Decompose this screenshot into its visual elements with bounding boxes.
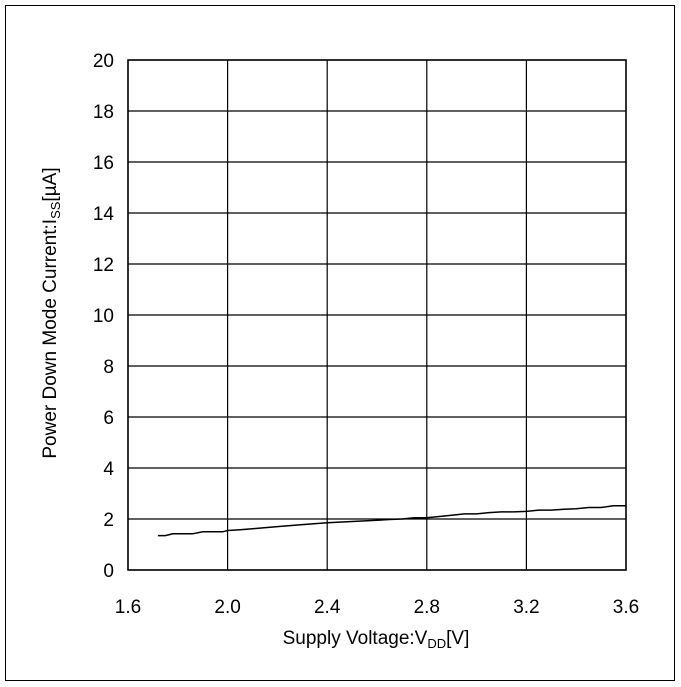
plot-area-border <box>127 59 627 571</box>
y-tick-label: 20 <box>93 51 114 72</box>
y-axis-label-unit: [µA] <box>40 167 61 201</box>
x-axis-label-sub: DD <box>427 636 446 651</box>
x-tick-labels: 1.6 2.0 2.4 2.8 3.2 3.6 <box>115 597 639 618</box>
grid <box>127 59 627 571</box>
y-tick-label: 2 <box>103 510 114 531</box>
y-axis-label: Power Down Mode Current:ISS[µA] <box>40 167 63 458</box>
y-tick-label: 10 <box>93 306 114 327</box>
x-axis-label-main: Supply Voltage:V <box>283 628 428 649</box>
y-tick-labels: 0 2 4 6 8 10 12 14 16 18 20 <box>93 51 115 582</box>
y-tick-label: 4 <box>103 459 114 480</box>
y-tick-label: 16 <box>93 153 114 174</box>
x-axis-label-unit: [V] <box>446 628 469 649</box>
x-tick-label: 2.8 <box>414 597 440 618</box>
y-tick-label: 0 <box>103 561 114 582</box>
chart-frame <box>5 5 675 681</box>
y-tick-label: 6 <box>103 408 114 429</box>
x-tick-label: 2.4 <box>314 597 341 618</box>
y-tick-label: 12 <box>93 255 114 276</box>
y-tick-label: 18 <box>93 102 114 123</box>
y-axis-label-sub: SS <box>48 201 63 219</box>
y-axis-label-main: Power Down Mode Current:I <box>40 219 61 459</box>
x-tick-label: 3.2 <box>513 597 539 618</box>
series-line <box>157 504 626 537</box>
x-tick-label: 1.6 <box>115 597 141 618</box>
x-axis-label: Supply Voltage:VDD[V] <box>283 628 470 651</box>
x-tick-label: 3.6 <box>613 597 639 618</box>
x-tick-label: 2.0 <box>214 597 240 618</box>
y-tick-label: 14 <box>93 204 115 225</box>
y-tick-label: 8 <box>103 357 114 378</box>
